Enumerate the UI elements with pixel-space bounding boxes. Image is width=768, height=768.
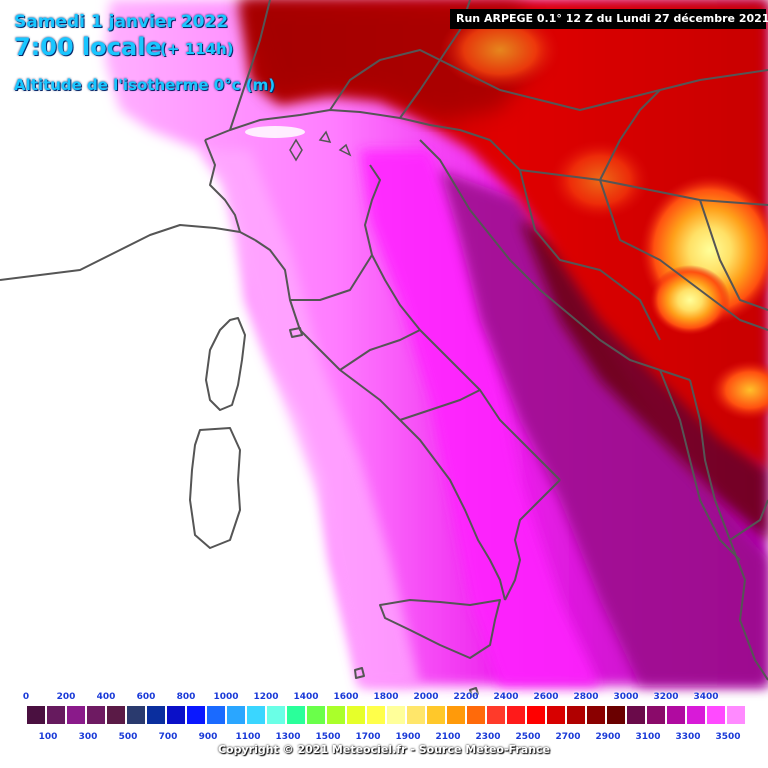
legend-label-bottom: 900 [198, 732, 218, 742]
legend-label-bottom: 3100 [635, 732, 661, 742]
legend-label-top: 400 [96, 692, 116, 702]
legend-swatch [526, 705, 546, 725]
field-magenta-core [360, 150, 600, 686]
forecast-date: Samedi 1 janvier 2022 [14, 12, 229, 32]
legend-swatch [406, 705, 426, 725]
forecast-time: 7:00 locale [14, 33, 162, 61]
hot-spot-east [710, 360, 768, 420]
field-light-pink [200, 150, 420, 686]
legend-label-bottom: 500 [118, 732, 138, 742]
legend-label-bottom: 3500 [715, 732, 741, 742]
legend-swatch [246, 705, 266, 725]
legend-label-top: 1200 [253, 692, 279, 702]
legend-label-bottom: 2900 [595, 732, 621, 742]
legend-label-bottom: 1100 [235, 732, 261, 742]
legend-swatch [126, 705, 146, 725]
legend-swatch [46, 705, 66, 725]
legend-label-top: 2600 [533, 692, 559, 702]
alps-low-pocket [245, 126, 305, 138]
legend-label-top: 200 [56, 692, 76, 702]
legend-swatch [586, 705, 606, 725]
legend-label-top: 1800 [373, 692, 399, 702]
legend-swatch [146, 705, 166, 725]
legend-swatch [306, 705, 326, 725]
legend-swatch [466, 705, 486, 725]
run-info-banner: Run ARPEGE 0.1° 12 Z du Lundi 27 décembr… [450, 9, 768, 29]
legend-swatch [426, 705, 446, 725]
legend-label-top: 3000 [613, 692, 639, 702]
coastlines [0, 0, 768, 697]
legend-label-top: 600 [136, 692, 156, 702]
legend-swatch [106, 705, 126, 725]
legend-swatch [666, 705, 686, 725]
hot-spot-balkans-south [650, 265, 730, 335]
legend-swatch [26, 705, 46, 725]
legend-label-bottom: 1300 [275, 732, 301, 742]
legend-label-top: 3200 [653, 692, 679, 702]
legend-swatch [346, 705, 366, 725]
legend-label-top: 0 [22, 692, 30, 702]
legend-label-bottom: 2300 [475, 732, 501, 742]
legend-swatch [606, 705, 626, 725]
legend-label-top: 1600 [333, 692, 359, 702]
legend-swatch [66, 705, 86, 725]
field-purple [440, 170, 768, 686]
legend-label-top: 2800 [573, 692, 599, 702]
legend-label-bottom: 2700 [555, 732, 581, 742]
legend-swatch [166, 705, 186, 725]
legend-label-bottom: 700 [158, 732, 178, 742]
legend-swatch [266, 705, 286, 725]
legend-swatch [706, 705, 726, 725]
legend-swatch [486, 705, 506, 725]
legend-swatch [546, 705, 566, 725]
legend-label-top: 1400 [293, 692, 319, 702]
legend-swatch [646, 705, 666, 725]
legend-swatch [446, 705, 466, 725]
legend-swatch [626, 705, 646, 725]
copyright-notice: Copyright © 2021 Meteociel.fr - Source M… [217, 743, 551, 756]
legend-label-bottom: 300 [78, 732, 98, 742]
legend-swatch [186, 705, 206, 725]
legend-label-top: 2200 [453, 692, 479, 702]
legend-swatch [366, 705, 386, 725]
legend-label-top: 2400 [493, 692, 519, 702]
forecast-lead-time: (+ 114h) [160, 40, 234, 58]
parameter-title: Altitude de l'isotherme 0°c (m) [14, 76, 276, 94]
legend-label-bottom: 1500 [315, 732, 341, 742]
legend-swatch [206, 705, 226, 725]
legend-label-top: 800 [176, 692, 196, 702]
legend-swatch [86, 705, 106, 725]
legend-label-bottom: 1700 [355, 732, 381, 742]
hot-spot-north [440, 10, 560, 90]
legend-swatch [566, 705, 586, 725]
legend-label-bottom: 1900 [395, 732, 421, 742]
legend-label-top: 1000 [213, 692, 239, 702]
legend-swatch [506, 705, 526, 725]
legend-label-bottom: 2100 [435, 732, 461, 742]
legend-swatch [326, 705, 346, 725]
legend-swatch [386, 705, 406, 725]
legend-label-top: 2000 [413, 692, 439, 702]
legend-swatch [286, 705, 306, 725]
legend-label-bottom: 2500 [515, 732, 541, 742]
legend-label-top: 3400 [693, 692, 719, 702]
legend-swatch [726, 705, 746, 725]
legend-swatch [226, 705, 246, 725]
lakes [289, 130, 352, 162]
legend-label-bottom: 3300 [675, 732, 701, 742]
legend-label-bottom: 100 [38, 732, 58, 742]
color-legend: 0 200 400 600 800 1000 1200 1400 1600 1800 2000 220… [0, 686, 768, 768]
legend-swatch [686, 705, 706, 725]
